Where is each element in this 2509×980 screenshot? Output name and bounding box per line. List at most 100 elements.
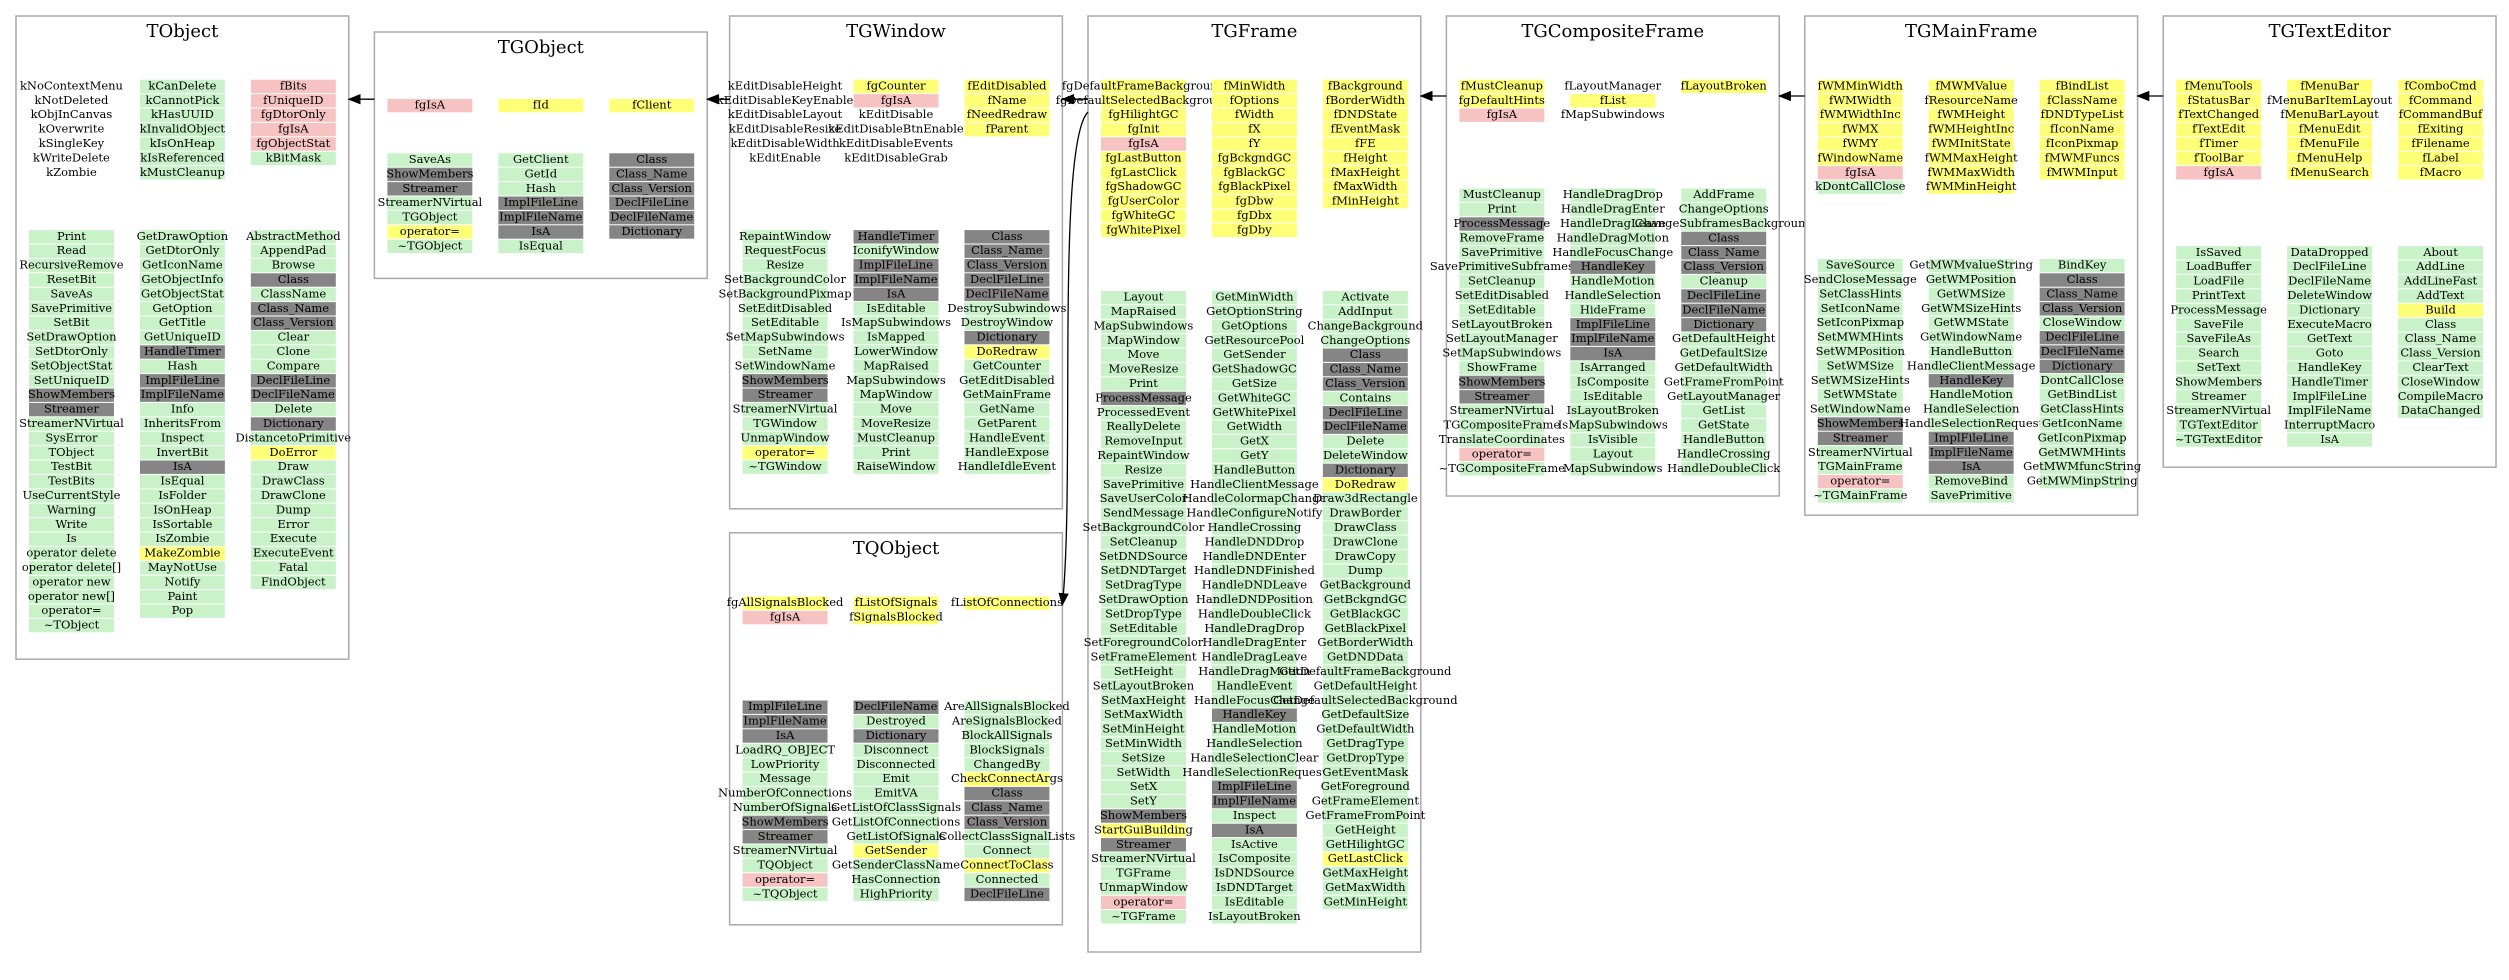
member: fgWhiteGC [1111, 208, 1175, 222]
member: GetDefaultSize [1680, 346, 1768, 360]
member: fFE [1355, 136, 1376, 150]
member: MapSubwindows [846, 373, 946, 387]
member: SavePrimitive [31, 301, 112, 315]
member-highlight [964, 302, 1050, 316]
member-highlight [1817, 446, 1903, 460]
member-highlight [1101, 636, 1186, 650]
member: RemoveFrame [1460, 230, 1545, 244]
member-highlight [1211, 593, 1297, 607]
member-highlight [1101, 406, 1186, 420]
member: UseCurrentStyle [23, 488, 121, 502]
member: fName [987, 93, 1026, 107]
member-highlight [2039, 431, 2125, 446]
member-highlight [1101, 319, 1186, 334]
member: SetLayoutManager [1446, 331, 1558, 345]
member-highlight [1101, 665, 1186, 679]
member: kIsReferenced [140, 150, 225, 164]
member: fMenuFile [2300, 136, 2360, 150]
member: Build [2425, 302, 2456, 316]
member-highlight [964, 729, 1050, 743]
member: Delete [1346, 434, 1384, 448]
member: GetDefaultWidth [1675, 360, 1774, 374]
member-highlight [1322, 334, 1408, 348]
member-highlight [2039, 474, 2125, 489]
member-highlight [2039, 166, 2125, 180]
member: SetName [758, 344, 812, 358]
member: Streamer [2191, 389, 2246, 403]
member: GetDefaultHeight [1314, 678, 1418, 692]
member-highlight [1322, 694, 1408, 708]
member: SetWMSize [1827, 358, 1895, 372]
member-highlight [2176, 260, 2262, 274]
member-highlight [250, 460, 336, 474]
member: SendMessage [1103, 506, 1184, 520]
member: CollectClassSignalLists [939, 829, 1076, 843]
member: fLayoutManager [1564, 78, 1661, 92]
member: DeclFileLine [615, 195, 689, 209]
member-highlight [2398, 303, 2483, 318]
member-highlight [1211, 665, 1297, 679]
member-highlight [2398, 361, 2483, 375]
member-highlight [139, 108, 225, 122]
member-highlight [29, 244, 114, 258]
member: fgInit [1128, 122, 1160, 136]
member: IsA [2320, 432, 2339, 446]
member-highlight [1101, 607, 1186, 622]
member-highlight [250, 532, 336, 546]
member: HandleDragEnter [1202, 635, 1306, 649]
member-highlight [139, 345, 225, 359]
member: HandleEvent [1216, 678, 1292, 692]
member-highlight [742, 786, 828, 801]
member-highlight [1459, 418, 1545, 433]
member-highlight [742, 887, 828, 902]
member-highlight [1459, 246, 1545, 260]
member: GetWMSize [1937, 286, 2006, 300]
member-highlight [742, 316, 828, 330]
member: GetDNDData [1327, 650, 1404, 664]
member-highlight [1211, 823, 1297, 838]
member-highlight [139, 388, 225, 402]
member: GetMainFrame [963, 387, 1052, 401]
member-highlight [29, 618, 114, 633]
member-highlight [964, 230, 1050, 244]
member: fBackground [1328, 78, 1404, 92]
member-highlight [1322, 665, 1408, 679]
member: HandleDragLeave [1560, 216, 1666, 230]
member-highlight [1322, 622, 1408, 636]
member-highlight [742, 273, 828, 287]
member: fgDbw [1235, 194, 1273, 208]
member: GetEditDisabled [959, 373, 1055, 387]
member: GetBackground [1320, 578, 1412, 592]
member: SetEditable [1109, 621, 1177, 635]
member-highlight [742, 388, 828, 402]
member-highlight [1101, 180, 1186, 194]
member: kMustCleanup [140, 165, 225, 179]
member-highlight [387, 239, 473, 254]
member: SetY [1130, 794, 1157, 808]
member: NumberOfSignals [733, 800, 838, 814]
member: LoadFile [2193, 274, 2244, 288]
member-highlight [250, 302, 336, 316]
member-highlight [1817, 417, 1903, 431]
member: SetBackgroundPixmap [719, 286, 852, 300]
member: fMustCleanup [1461, 78, 1543, 92]
member: GetClient [513, 152, 569, 166]
member: SetBit [53, 315, 89, 329]
member-highlight [498, 98, 584, 113]
member-highlight [964, 446, 1050, 460]
member: ProcessMessage [1095, 390, 1192, 404]
member: kEditDisable [859, 107, 934, 121]
member-highlight [29, 460, 114, 474]
member-highlight [1101, 305, 1186, 319]
member-highlight [853, 330, 939, 345]
member-highlight [1322, 852, 1408, 866]
member: HandleEvent [969, 430, 1045, 444]
member: fSignalsBlocked [849, 610, 943, 624]
member-highlight [250, 108, 336, 122]
member-highlight [853, 402, 939, 417]
member-highlight [250, 79, 336, 94]
member-highlight [853, 258, 939, 273]
member: GetLastClick [1328, 851, 1404, 865]
member-highlight [2398, 260, 2483, 274]
member: HandleDNDFinished [1194, 563, 1315, 577]
